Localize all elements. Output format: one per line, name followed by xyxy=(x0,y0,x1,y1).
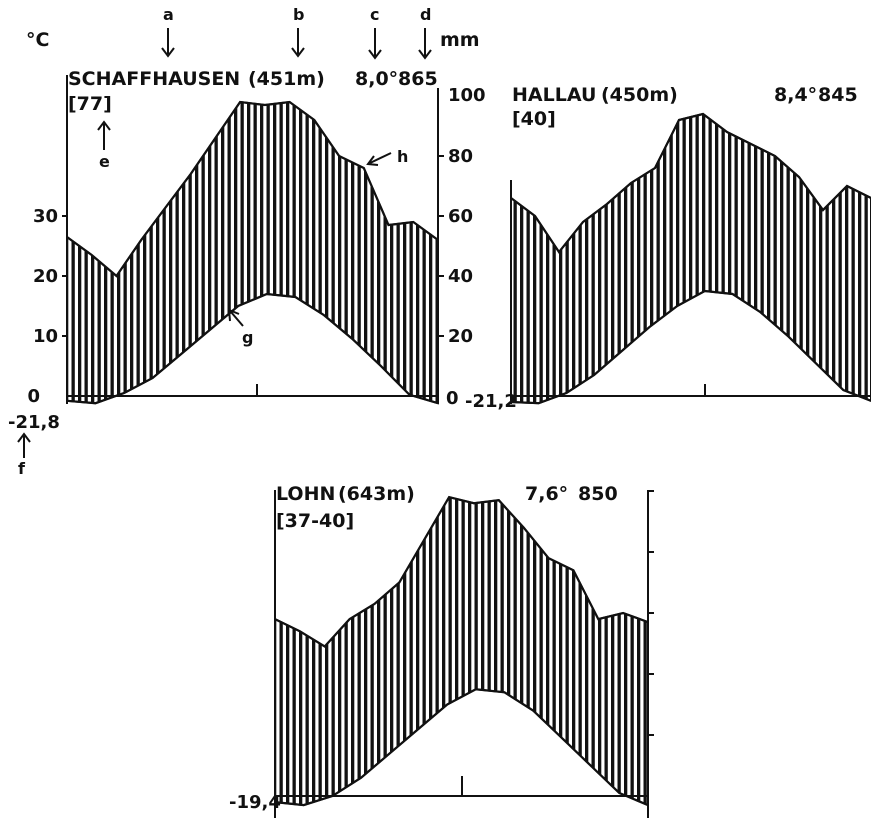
station-name-hallau: HALLAU xyxy=(512,84,596,106)
arrow-f-head xyxy=(17,432,31,443)
annual-precip-lohn: 850 xyxy=(578,483,618,505)
precip-curve-lohn xyxy=(274,495,649,648)
years-lohn: [37-40] xyxy=(276,510,354,532)
precip-unit-label: mm xyxy=(440,29,480,51)
arrow-e-head xyxy=(97,120,111,131)
temp-tick-label: 10 xyxy=(33,326,58,347)
precip-tick-label: 100 xyxy=(448,85,486,106)
precip-temp-band-hallau xyxy=(510,112,871,405)
panel-hallau: HALLAU (450m) 8,4° 845 [40] -21,2 xyxy=(465,84,871,412)
precip-tick-label: 40 xyxy=(448,266,473,287)
annotation-c: c xyxy=(370,5,379,24)
annual-precip-schaffhausen: 865 xyxy=(398,68,438,90)
annotation-b: b xyxy=(293,5,304,24)
precip-temp-band-schaffhausen xyxy=(66,100,439,405)
precip-tick-label: 60 xyxy=(448,206,473,227)
arrow-b-head xyxy=(291,47,305,58)
temp-tick-label: 0 xyxy=(27,386,40,407)
temp-curve-schaffhausen xyxy=(66,292,439,405)
station-name-schaffhausen: SCHAFFHAUSEN xyxy=(68,68,240,90)
annotation-d: d xyxy=(420,5,431,24)
min-temp-label-schaffhausen: -21,8 xyxy=(8,412,60,433)
station-name-lohn: LOHN xyxy=(276,483,335,505)
precip-tick-label: 0 xyxy=(446,388,459,409)
mean-temp-hallau: 8,4° xyxy=(774,84,817,106)
annotation-f: f xyxy=(18,459,26,478)
station-altitude-hallau: (450m) xyxy=(601,84,678,106)
station-altitude-schaffhausen: (451m) xyxy=(248,68,325,90)
arrow-a-head xyxy=(161,47,175,58)
mean-temp-lohn: 7,6° xyxy=(525,483,568,505)
years-schaffhausen: [77] xyxy=(68,93,112,115)
arrow-d-head xyxy=(418,49,432,60)
precip-curve-schaffhausen xyxy=(66,100,439,278)
panel-schaffhausen: °C mm SCHAFFHAUSEN (451m) 8,0° 865 [77] … xyxy=(8,29,486,433)
precip-curve-hallau xyxy=(510,112,871,254)
temp-unit-label: °C xyxy=(26,29,49,51)
annotation-g: g xyxy=(242,328,253,347)
annotation-e: e xyxy=(99,152,110,171)
arrow-h-head xyxy=(366,155,379,166)
annual-precip-hallau: 845 xyxy=(818,84,858,106)
temp-curve-hallau xyxy=(510,289,871,405)
arrow-g-head xyxy=(227,308,240,322)
precip-tick-label: 20 xyxy=(448,326,473,347)
annotations: a b c d e f g h xyxy=(17,5,432,478)
temp-tick-label: 20 xyxy=(33,266,58,287)
arrow-g xyxy=(230,311,244,327)
min-temp-label-lohn: -19,4 xyxy=(229,792,281,813)
station-altitude-lohn: (643m) xyxy=(338,483,415,505)
precip-temp-band-lohn xyxy=(274,495,649,807)
temp-tick-label: 30 xyxy=(33,206,58,227)
temp-curve-lohn xyxy=(274,688,649,807)
mean-temp-schaffhausen: 8,0° xyxy=(355,68,398,90)
precip-tick-label: 80 xyxy=(448,146,473,167)
annotation-a: a xyxy=(163,5,174,24)
annotation-h: h xyxy=(397,147,408,166)
panel-lohn: LOHN (643m) 7,6° 850 [37-40] -19,4 xyxy=(229,483,654,818)
min-temp-label-hallau: -21,2 xyxy=(465,391,517,412)
years-hallau: [40] xyxy=(512,108,556,130)
arrow-h xyxy=(369,152,392,164)
arrow-c-head xyxy=(368,49,382,60)
